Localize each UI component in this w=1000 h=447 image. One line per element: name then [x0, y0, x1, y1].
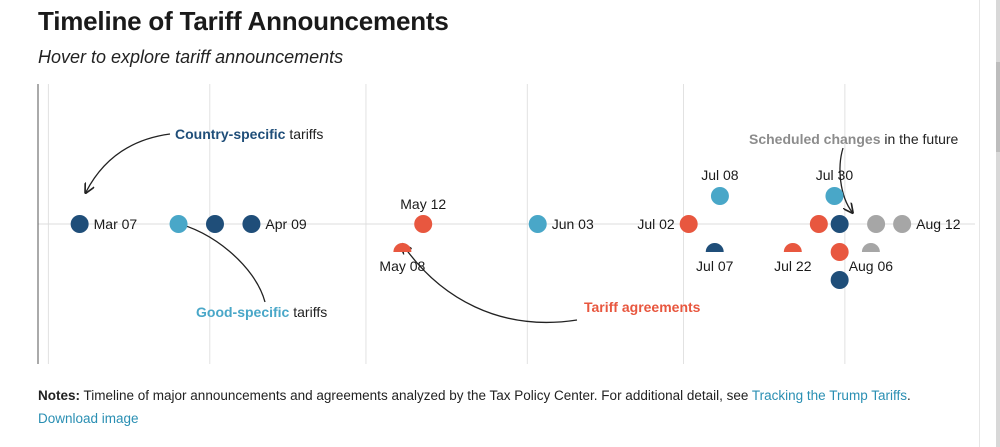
event-points — [70, 187, 912, 289]
annotation-good-highlight: Good-specific — [196, 304, 290, 320]
event-label-3: Apr 09 — [265, 216, 306, 232]
chart-title: Timeline of Tariff Announcements — [38, 6, 449, 36]
annotation-future-highlight: Scheduled changes — [749, 131, 881, 147]
event-point-country-15[interactable] — [830, 271, 849, 289]
event-point-agreement-10[interactable] — [783, 243, 802, 252]
event-point-future-16[interactable] — [861, 243, 880, 252]
tracking-tariffs-link[interactable]: Tracking the Trump Tariffs — [751, 388, 907, 403]
event-label-6: Jun 03 — [552, 216, 594, 232]
event-labels: Mar 07 Apr 09 May 08 May 12 Jun 03 Jul 02 Jul … — [94, 167, 961, 274]
svg-text:Country-specific tariffs: Country-specific tariffs — [175, 126, 323, 142]
annotation-agreement-highlight: Tariff agreements — [584, 299, 701, 315]
event-point-country-0[interactable] — [70, 215, 89, 233]
event-label-7: Jul 02 — [637, 216, 675, 232]
annotation-good: Good-specific tariffs — [175, 223, 327, 320]
svg-text:Scheduled changes in the futur: Scheduled changes in the future — [749, 131, 959, 147]
event-point-agreement-7[interactable] — [679, 215, 698, 233]
event-label-18: Aug 12 — [916, 216, 961, 232]
svg-text:Tariff agreements: Tariff agreements — [584, 299, 701, 315]
event-label-4: May 08 — [379, 258, 425, 274]
svg-text:Good-specific tariffs: Good-specific tariffs — [196, 304, 327, 320]
annotation-country-highlight: Country-specific — [175, 126, 286, 142]
notes-end: . — [906, 388, 911, 403]
annotation-good-arrow — [175, 223, 266, 303]
timeline-chart: Country-specific tariffs Good-specific t… — [37, 84, 975, 364]
event-label-5: May 12 — [400, 196, 446, 212]
event-point-agreement-11[interactable] — [809, 215, 828, 233]
event-label-9: Jul 08 — [701, 167, 739, 183]
chart-subtitle: Hover to explore tariff announcements — [38, 47, 344, 67]
event-point-country-13[interactable] — [830, 215, 849, 233]
event-point-future-17[interactable] — [867, 215, 886, 233]
event-point-good-1[interactable] — [169, 215, 188, 233]
annotation-country-arrow — [86, 133, 171, 192]
page-divider — [979, 0, 980, 447]
event-point-future-18[interactable] — [893, 215, 912, 233]
event-label-12: Jul 30 — [816, 167, 854, 183]
event-label-0: Mar 07 — [94, 216, 138, 232]
annotation-future-arrow — [839, 147, 852, 212]
event-label-16: Aug 06 — [849, 258, 894, 274]
event-point-good-12[interactable] — [825, 187, 844, 205]
event-point-agreement-5[interactable] — [414, 215, 433, 233]
event-label-10: Jul 22 — [774, 258, 812, 274]
annotation-country-rest: tariffs — [285, 126, 323, 142]
event-point-good-9[interactable] — [710, 187, 729, 205]
annotation-country: Country-specific tariffs — [86, 126, 323, 192]
event-point-country-3[interactable] — [242, 215, 261, 233]
event-label-8: Jul 07 — [696, 258, 734, 274]
event-point-agreement-14[interactable] — [830, 243, 849, 261]
notes-text: Timeline of major announcements and agre… — [80, 388, 752, 403]
event-point-agreement-4[interactable] — [393, 243, 412, 252]
scrollbar-track[interactable] — [996, 0, 1000, 447]
scrollbar-thumb[interactable] — [996, 62, 1000, 152]
event-point-good-6[interactable] — [528, 215, 547, 233]
notes-label: Notes: — [38, 388, 81, 403]
event-point-country-8[interactable] — [705, 243, 724, 252]
chart-notes: Notes: Timeline of major announcements a… — [38, 388, 911, 403]
event-point-country-2[interactable] — [205, 215, 224, 233]
annotation-future-rest: in the future — [880, 131, 958, 147]
annotation-agreement: Tariff agreements — [403, 245, 701, 324]
annotation-future: Scheduled changes in the future — [749, 131, 959, 212]
annotation-agreement-arrow — [403, 245, 578, 324]
download-image-link[interactable]: Download image — [38, 411, 139, 426]
annotation-good-rest: tariffs — [289, 304, 327, 320]
